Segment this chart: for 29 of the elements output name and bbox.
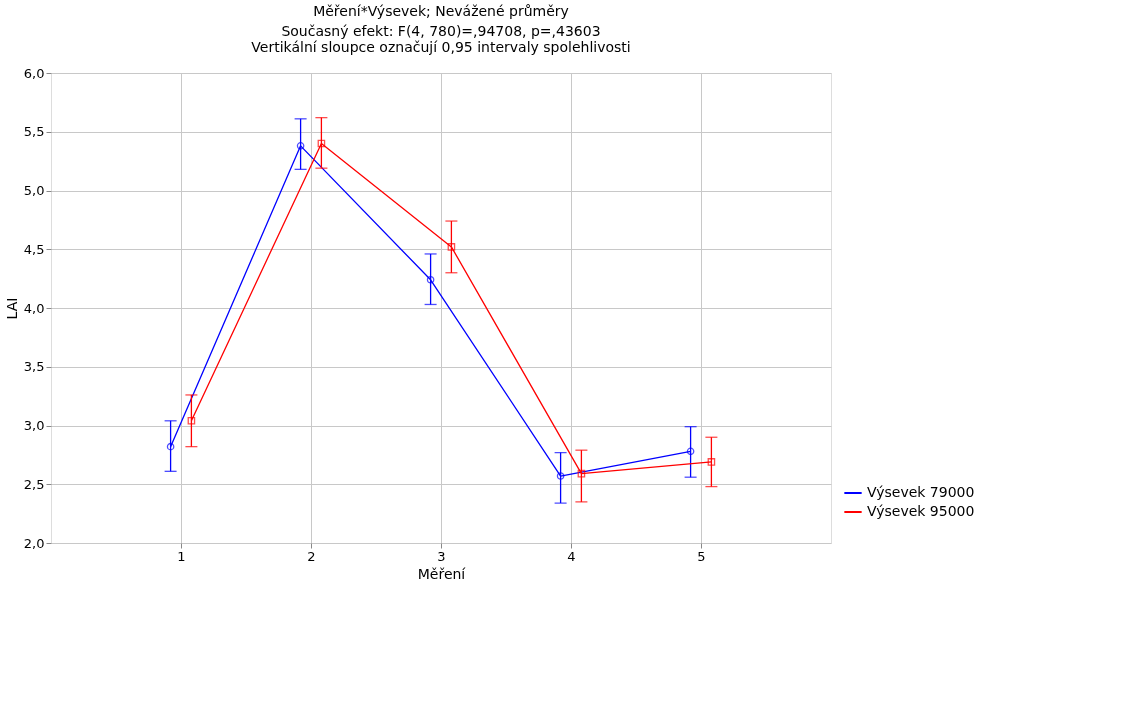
chart-subtitle: Současný efekt: F(4, 780)=,94708, p=,43603 <box>281 23 601 39</box>
y-tick-label: 3,0 <box>23 418 45 433</box>
x-tick-label: 1 <box>177 548 186 564</box>
y-tick-label: 4,5 <box>23 241 45 257</box>
point <box>317 139 326 148</box>
x-tick-label: 4 <box>567 548 576 564</box>
point <box>707 458 716 466</box>
point <box>187 416 196 425</box>
x-axis-title: Měření <box>417 565 467 582</box>
y-tick-label: 5,0 <box>23 183 45 198</box>
y-tick-label: 6,0 <box>23 65 45 81</box>
point <box>556 472 565 480</box>
text: Vertikální sloupce označují 0,95 intervaly spolehlivosti <box>251 39 631 55</box>
point <box>296 142 305 150</box>
legend-label: Výsevek 95000 <box>867 503 975 519</box>
point <box>577 469 586 478</box>
y-tick-label: 5,5 <box>23 124 45 140</box>
y-tick-label: 3,5 <box>23 359 45 375</box>
chart-title: Měření*Výsevek; Nevážené průměry <box>313 3 569 19</box>
y-tick-label: 2,0 <box>23 535 45 551</box>
y-tick-label: 4,0 <box>23 300 45 316</box>
x-tick-label: 2 <box>307 548 316 564</box>
x-tick-label: 5 <box>697 548 706 564</box>
x-tick-label: 3 <box>437 548 446 564</box>
y-tick-label: 2,5 <box>23 476 45 492</box>
point <box>426 275 435 284</box>
legend-label: Výsevek 79000 <box>867 484 975 500</box>
y-axis-title: LAI <box>3 297 20 320</box>
point <box>447 243 456 251</box>
